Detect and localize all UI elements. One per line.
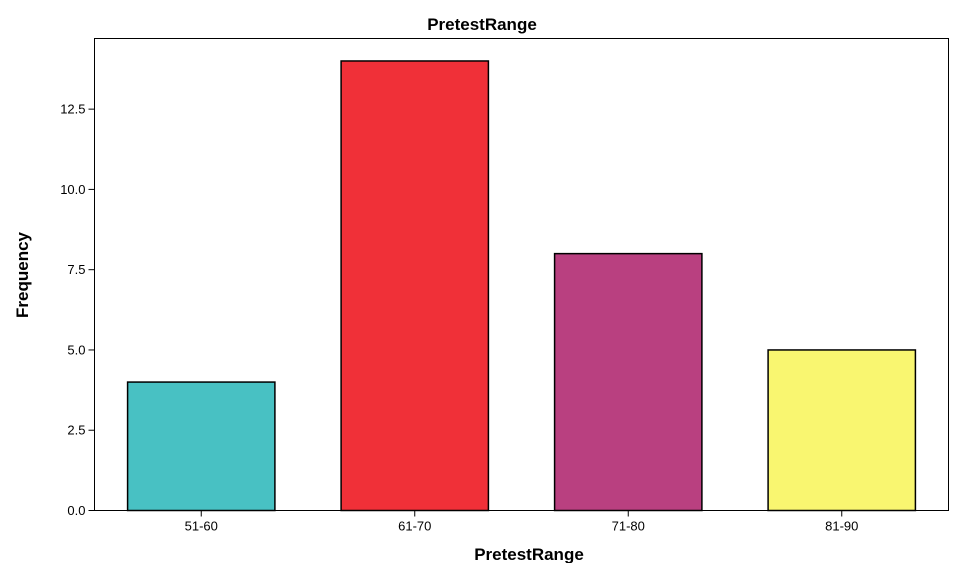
y-tick-label: 2.5 (67, 423, 85, 438)
x-tick-label: 61-70 (398, 519, 431, 534)
x-tick-label: 71-80 (612, 519, 645, 534)
y-tick-label: 0.0 (67, 503, 85, 518)
x-axis: 51-60 61-70 71-80 81-90 (185, 510, 858, 534)
y-tick-label: 12.5 (60, 102, 85, 117)
bar (340, 60, 490, 512)
y-tick-label: 10.0 (60, 182, 85, 197)
y-axis-title: Frequency (13, 231, 32, 318)
bars (126, 60, 917, 512)
bar (767, 349, 917, 512)
bar (553, 252, 703, 512)
x-tick-label: 51-60 (185, 519, 218, 534)
y-tick-label: 7.5 (67, 262, 85, 277)
chart-title: PretestRange (427, 15, 537, 34)
y-axis: 0.0 2.5 5.0 7.5 10.0 12.5 (60, 102, 95, 518)
x-axis-title: PretestRange (474, 545, 584, 563)
x-tick-label: 81-90 (825, 519, 858, 534)
bar (126, 381, 276, 512)
y-tick-label: 5.0 (67, 342, 85, 357)
